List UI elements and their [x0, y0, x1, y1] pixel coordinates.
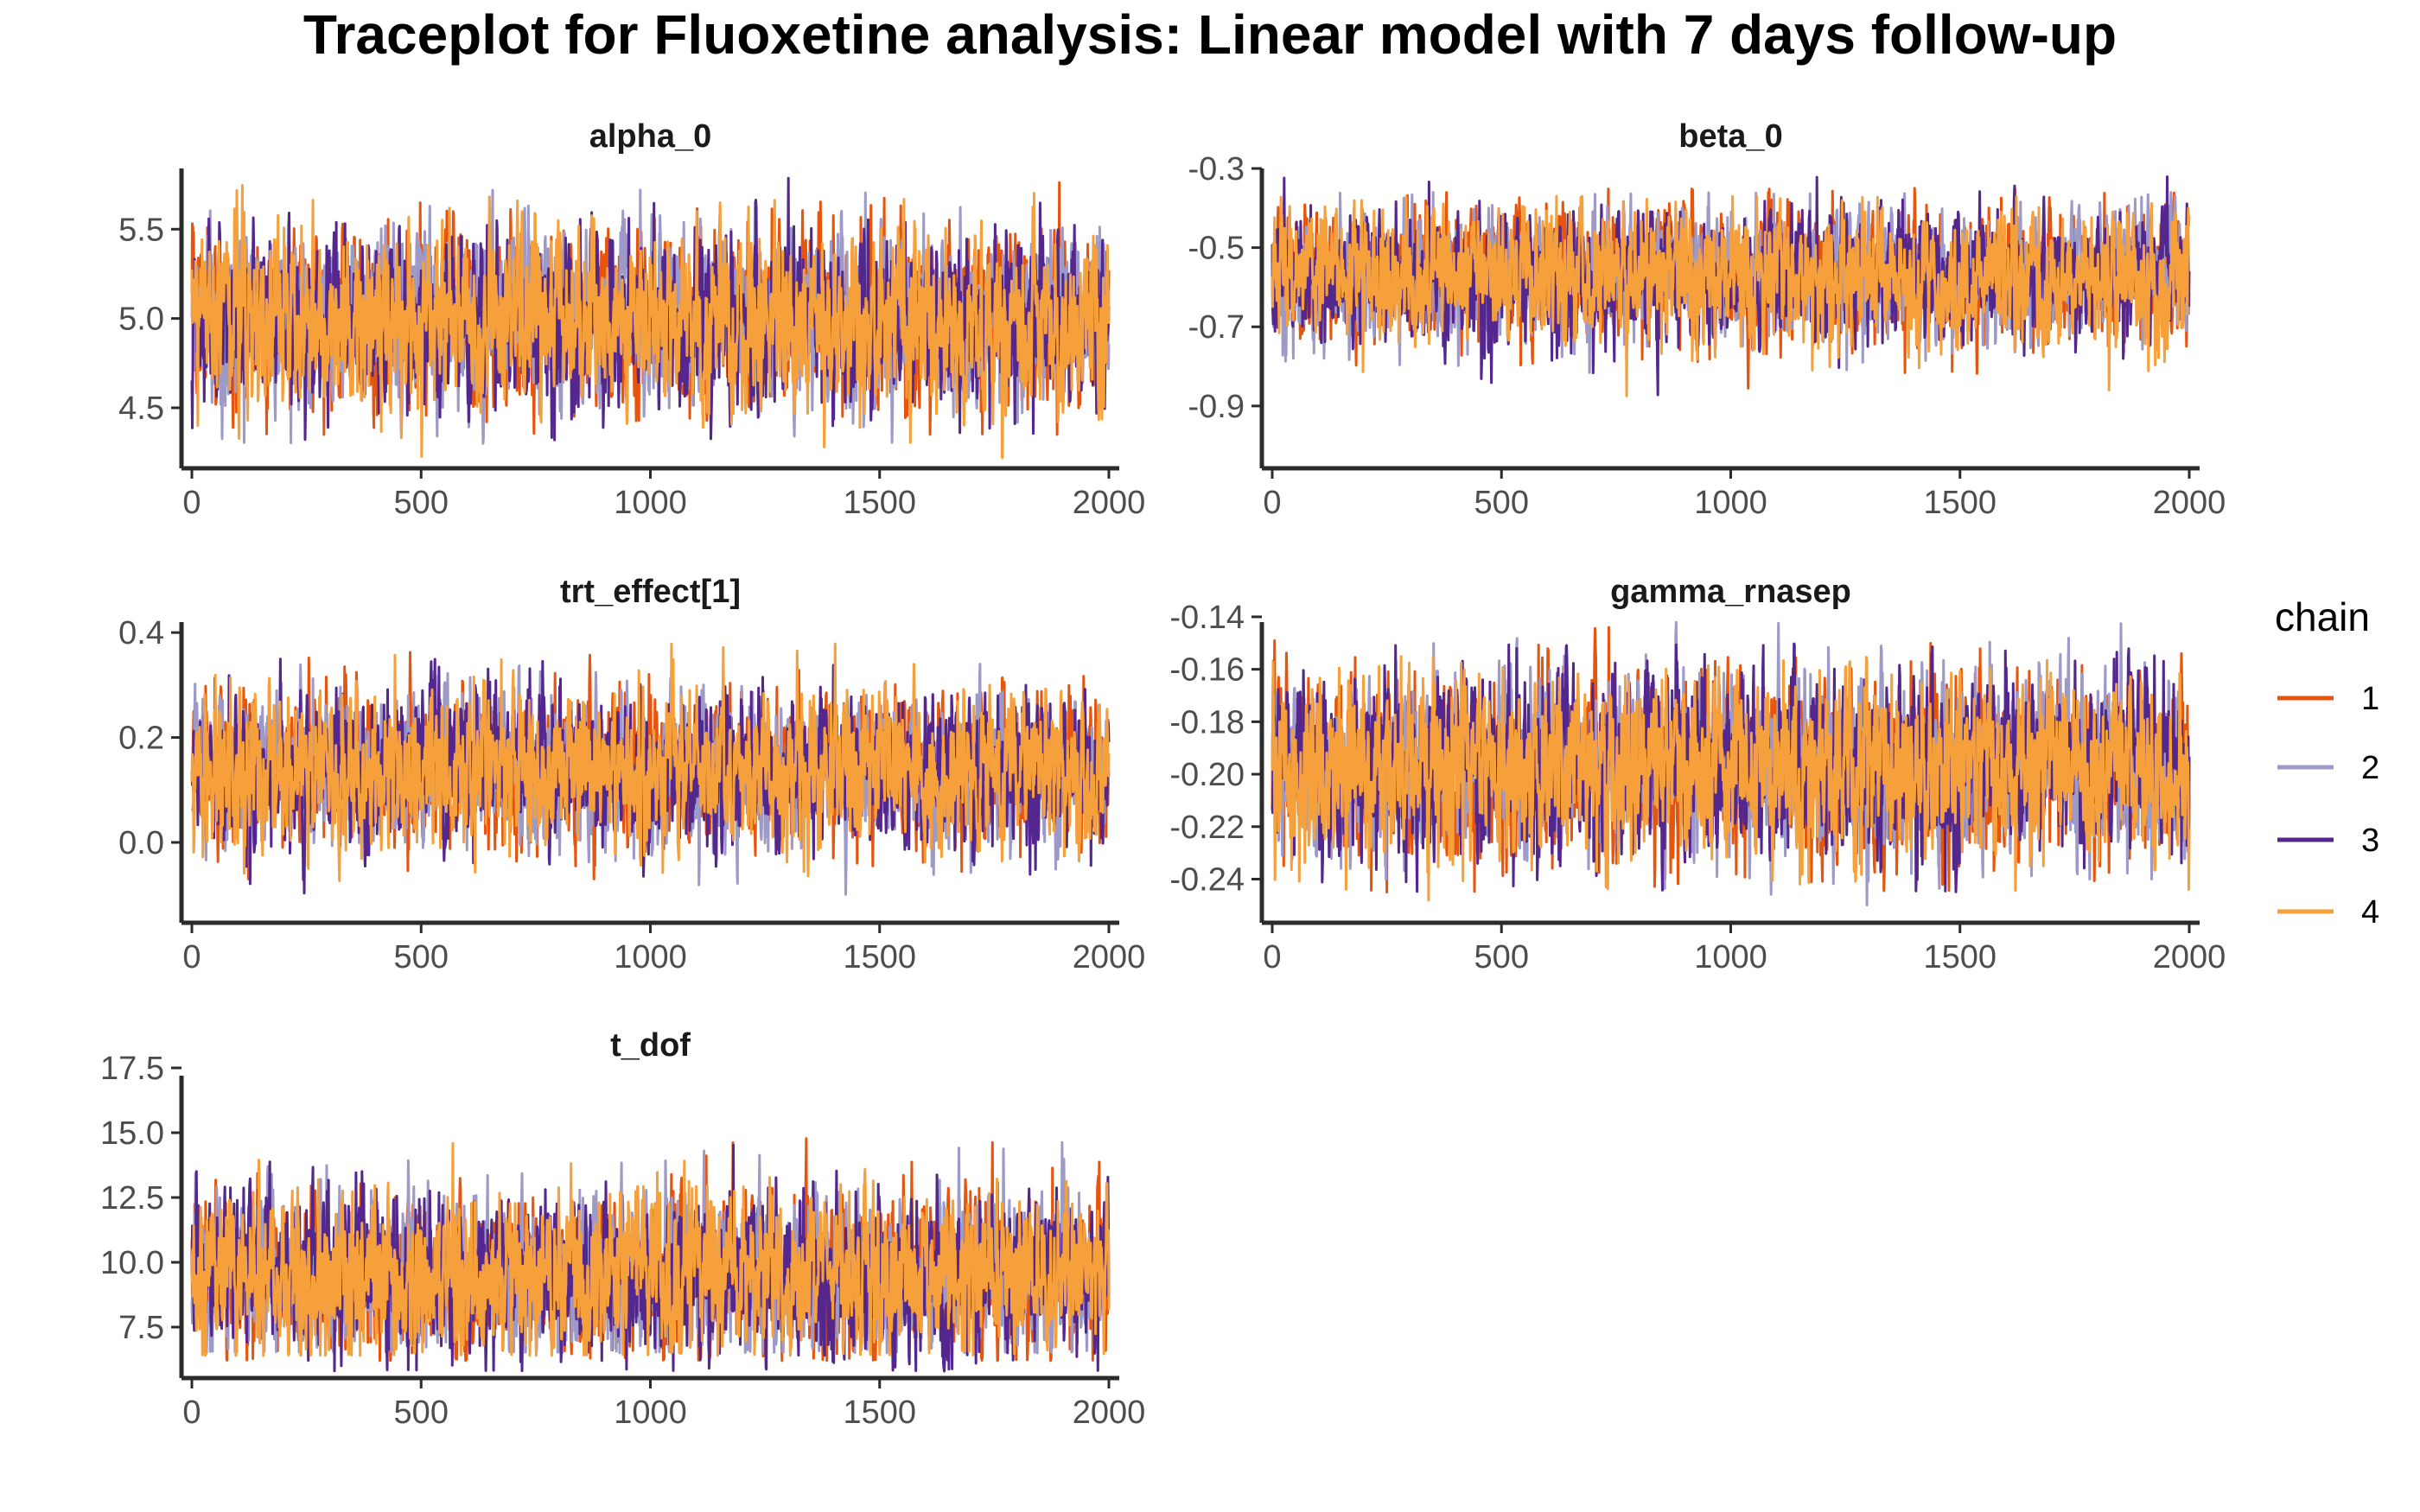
trace-line-chain-4 [190, 184, 1111, 460]
legend: chain 1 2 3 4 [2275, 594, 2379, 931]
y-tick-label: -0.9 [1188, 389, 1245, 425]
x-tick-label: 1000 [614, 485, 687, 521]
x-tick-label: 2000 [1073, 485, 1146, 521]
y-tick-label: 5.0 [118, 302, 164, 338]
y-tick-label: -0.20 [1169, 757, 1245, 793]
x-tick-label: 2000 [1073, 939, 1146, 975]
panel-title: beta_0 [1678, 118, 1782, 155]
legend-label-chain-1: 1 [2361, 681, 2379, 717]
x-tick-label: 500 [394, 485, 449, 521]
trace-line-chain-4 [190, 642, 1111, 883]
x-tick-label: 500 [394, 939, 449, 975]
trace-line-chain-4 [1270, 655, 2191, 902]
x-tick-label: 1500 [1923, 939, 1996, 975]
trace-line-chain-4 [190, 1141, 1111, 1357]
panel-title: t_dof [610, 1027, 691, 1064]
y-tick-label: -0.5 [1188, 231, 1245, 267]
x-tick-label: 1500 [843, 1394, 916, 1431]
x-tick-label: 0 [1263, 939, 1281, 975]
trace-panel-2: beta_0 -0.9 -0.7 -0.5 -0.3 0 500 1000 1500 2000 [1188, 118, 2226, 521]
trace-panel-4: gamma_rnasep -0.24 -0.22 -0.20 -0.18 -0.16 -0.… [1169, 574, 2226, 975]
trace-line-chain-4 [1270, 194, 2191, 397]
trace-panel-1: alpha_0 4.5 5.0 5.5 0 500 1000 1500 2000 [118, 118, 1145, 521]
panel-title: alpha_0 [589, 118, 712, 155]
x-tick-label: 1000 [1694, 485, 1767, 521]
x-tick-label: 500 [1474, 939, 1529, 975]
traces [190, 1137, 1111, 1373]
y-tick-label: 12.5 [100, 1180, 164, 1217]
y-tick-label: -0.18 [1169, 704, 1245, 740]
y-tick-label: 0.0 [118, 825, 164, 861]
x-tick-label: 1500 [843, 939, 916, 975]
x-tick-label: 500 [394, 1394, 449, 1431]
y-tick-label: 5.5 [118, 212, 164, 248]
x-tick-label: 1000 [614, 939, 687, 975]
x-tick-label: 1500 [843, 485, 916, 521]
y-tick-label: 4.5 [118, 391, 164, 427]
figure-title: Traceplot for Fluoxetine analysis: Linea… [303, 3, 2117, 66]
panel-title: gamma_rnasep [1610, 574, 1851, 610]
x-tick-label: 2000 [2153, 485, 2226, 521]
y-tick-label: -0.16 [1169, 652, 1245, 689]
y-tick-label: 17.5 [100, 1051, 164, 1087]
traces [190, 176, 1111, 460]
legend-title: chain [2275, 594, 2370, 639]
x-tick-label: 2000 [2153, 939, 2226, 975]
y-tick-label: -0.14 [1169, 600, 1245, 636]
traces [1270, 620, 2191, 906]
trace-panel-5: t_dof 7.5 10.0 12.5 15.0 17.5 0 500 1000 1500 2000 [100, 1027, 1145, 1431]
panel-title: trt_effect[1] [560, 574, 741, 610]
y-tick-label: -0.3 [1188, 151, 1245, 187]
y-tick-label: -0.24 [1169, 862, 1245, 899]
y-tick-label: 10.0 [100, 1245, 164, 1281]
y-tick-label: 7.5 [118, 1310, 164, 1346]
legend-label-chain-3: 3 [2361, 823, 2379, 859]
legend-label-chain-2: 2 [2361, 750, 2379, 786]
x-tick-label: 1500 [1923, 485, 1996, 521]
y-tick-label: -0.22 [1169, 810, 1245, 846]
traces [1270, 175, 2191, 397]
y-tick-label: 15.0 [100, 1115, 164, 1152]
x-tick-label: 2000 [1073, 1394, 1146, 1431]
y-tick-label: 0.4 [118, 615, 164, 651]
x-tick-label: 0 [182, 485, 201, 521]
x-tick-label: 1000 [1694, 939, 1767, 975]
x-tick-label: 0 [182, 939, 201, 975]
traces [190, 642, 1111, 896]
y-tick-label: -0.7 [1188, 309, 1245, 346]
x-tick-label: 0 [1263, 485, 1281, 521]
legend-label-chain-4: 4 [2361, 894, 2379, 931]
panels: alpha_0 4.5 5.0 5.5 0 500 1000 1500 2000 beta_0 -0… [100, 118, 2226, 1431]
x-tick-label: 0 [182, 1394, 201, 1431]
y-tick-label: 0.2 [118, 721, 164, 757]
trace-panel-3: trt_effect[1] 0.0 0.2 0.4 0 500 1000 1500 2000 [118, 574, 1145, 975]
x-tick-label: 500 [1474, 485, 1529, 521]
x-tick-label: 1000 [614, 1394, 687, 1431]
